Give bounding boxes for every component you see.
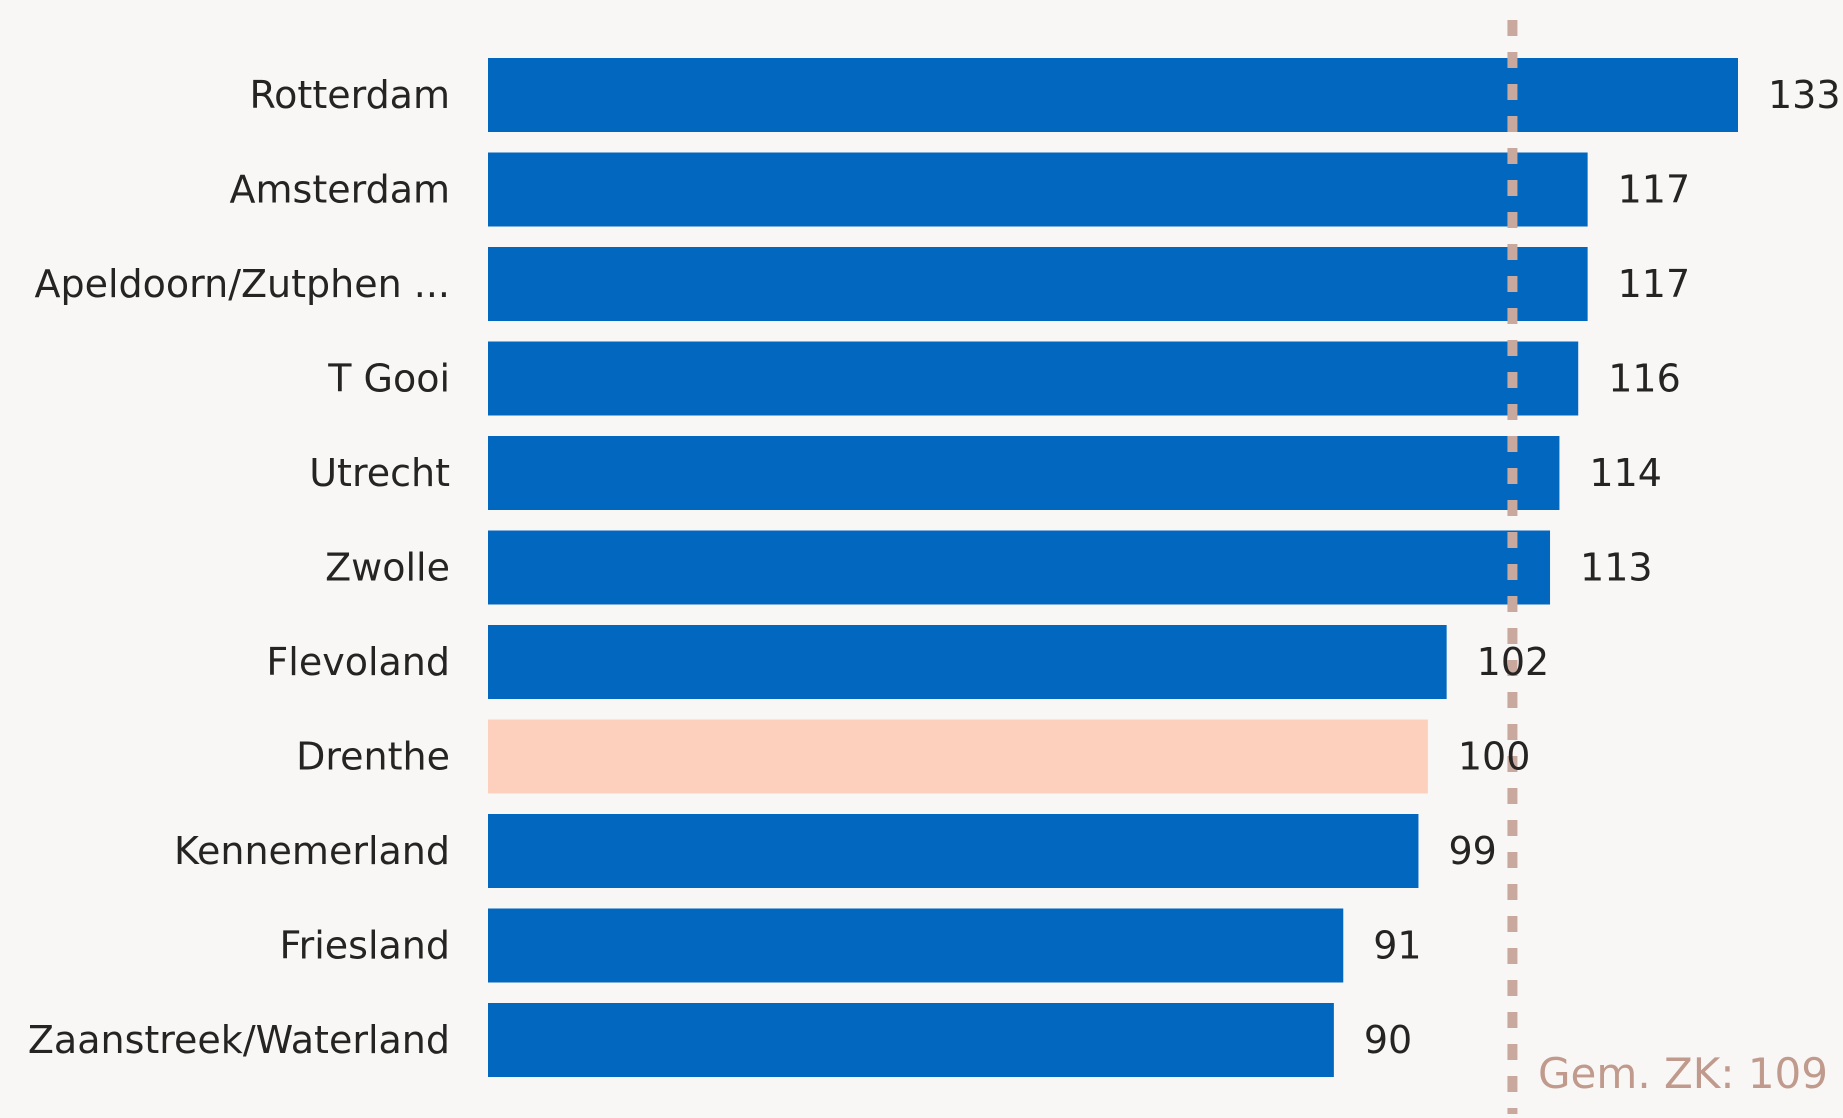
value-label-zaanstreek-waterland: 90	[1364, 1018, 1412, 1062]
category-label-rotterdam: Rotterdam	[249, 73, 450, 117]
value-label-kennemerland: 99	[1448, 829, 1496, 873]
value-label-flevoland: 102	[1477, 640, 1550, 684]
category-label-zaanstreek-waterland: Zaanstreek/Waterland	[28, 1018, 450, 1062]
value-label-friesland: 91	[1373, 924, 1421, 968]
category-label-utrecht: Utrecht	[309, 451, 450, 495]
bar-amsterdam[interactable]	[488, 152, 1588, 227]
category-label-drenthe: Drenthe	[296, 735, 450, 779]
bars-layer	[488, 58, 1738, 1077]
bar-zaanstreek-waterland[interactable]	[488, 1003, 1334, 1077]
bar-zwolle[interactable]	[488, 530, 1551, 605]
reference-layer: Gem. ZK: 109	[1507, 20, 1828, 1114]
bar-apeldoorn-zutphen[interactable]	[488, 247, 1588, 321]
value-label-utrecht: 114	[1589, 451, 1662, 495]
bar-utrecht[interactable]	[488, 436, 1560, 510]
bar-friesland[interactable]	[488, 908, 1344, 983]
value-label-drenthe: 100	[1458, 735, 1531, 779]
bar-t-gooi[interactable]	[488, 341, 1579, 416]
category-label-t-gooi: T Gooi	[327, 357, 450, 401]
category-label-kennemerland: Kennemerland	[174, 829, 450, 873]
category-label-zwolle: Zwolle	[325, 546, 450, 590]
value-label-zwolle: 113	[1580, 546, 1653, 590]
labels-layer: Rotterdam 133 Amsterdam 117 Apeldoorn/Zutphe…	[28, 73, 1841, 1062]
value-label-rotterdam: 133	[1768, 73, 1841, 117]
category-label-amsterdam: Amsterdam	[230, 168, 450, 212]
bar-rotterdam[interactable]	[488, 58, 1738, 132]
category-label-flevoland: Flevoland	[266, 640, 450, 684]
bar-flevoland[interactable]	[488, 625, 1447, 699]
category-label-friesland: Friesland	[280, 924, 451, 968]
value-label-apeldoorn-zutphen: 117	[1618, 262, 1691, 306]
category-label-apeldoorn-zutphen: Apeldoorn/Zutphen ...	[34, 262, 450, 306]
bar-kennemerland[interactable]	[488, 814, 1419, 888]
value-label-t-gooi: 116	[1608, 357, 1681, 401]
value-label-amsterdam: 117	[1618, 168, 1691, 212]
bar-drenthe[interactable]	[488, 719, 1428, 794]
average-reference-label: Gem. ZK: 109	[1538, 1049, 1828, 1098]
